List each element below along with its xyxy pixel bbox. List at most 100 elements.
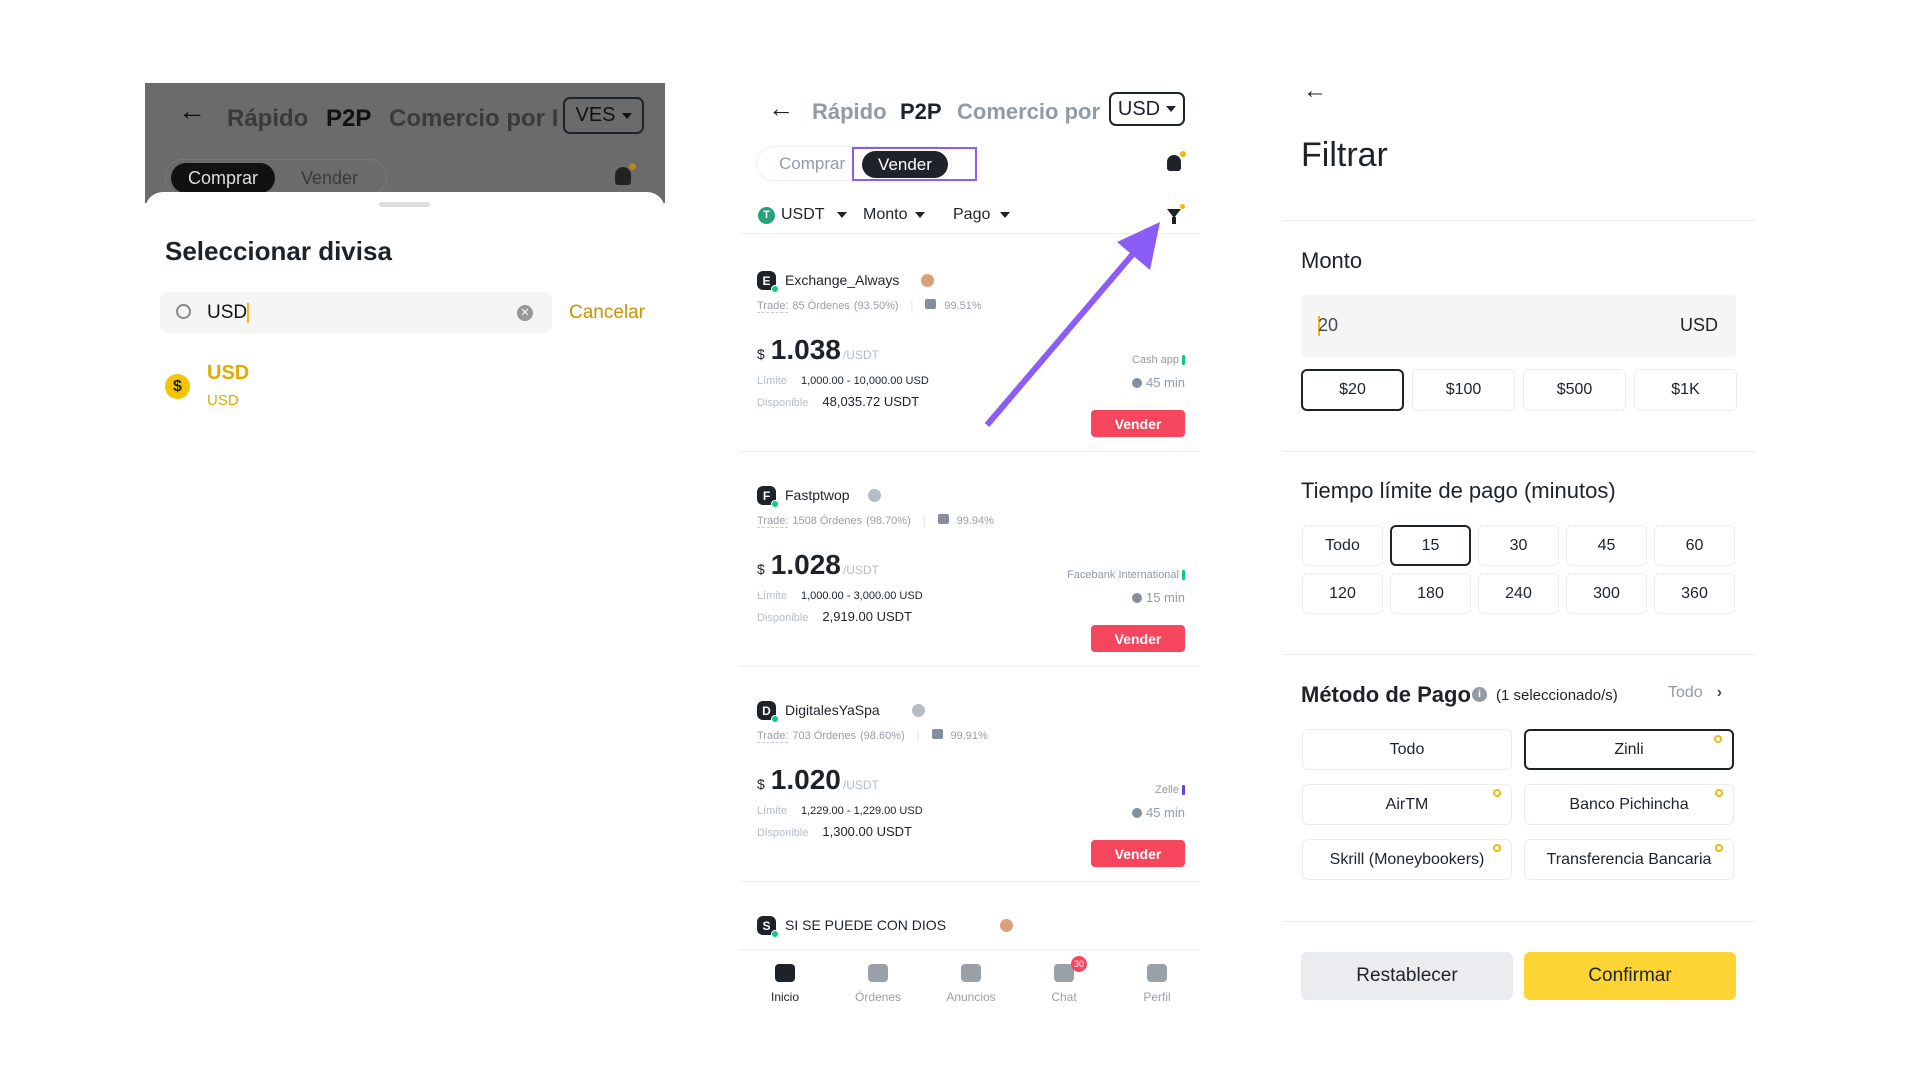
order-count: 703 Órdenes (792, 730, 856, 742)
currency-selector[interactable]: VES (563, 97, 644, 134)
trade-label: Trade: (757, 730, 789, 743)
payment-option-label: Zinli (1614, 740, 1644, 758)
back-arrow-icon[interactable]: ← (768, 93, 794, 123)
reset-button[interactable]: Restablecer (1301, 952, 1513, 1000)
back-arrow-icon[interactable]: ← (1303, 77, 1327, 104)
toggle-vender[interactable]: Vender (301, 168, 359, 188)
time-option-chip[interactable]: 15 (1390, 525, 1471, 566)
amount-title: Monto (1301, 248, 1363, 273)
toggle-comprar[interactable]: Comprar (779, 154, 846, 173)
tab-p2p[interactable]: P2P (326, 105, 372, 132)
tab-p2p[interactable]: P2P (900, 99, 942, 124)
time-option-chip[interactable]: 30 (1478, 525, 1559, 566)
price-value: 1.038 (770, 334, 841, 365)
completion-rate: (93.50%) (853, 300, 899, 312)
time-option-chip[interactable]: Todo (1302, 525, 1383, 566)
amount-preset-chip[interactable]: $100 (1412, 369, 1515, 411)
sell-button[interactable]: Vender (1091, 625, 1185, 652)
nav-item-ordenes[interactable]: Órdenes (843, 958, 913, 1014)
toggle-comprar[interactable]: Comprar (171, 163, 275, 193)
dimmed-header: ← Rápido P2P Comercio por I VES Comprar … (145, 83, 665, 203)
available-row: Disponible 1,300.00 USDT (757, 824, 912, 839)
merchant-name[interactable]: Exchange_Always (785, 272, 900, 288)
search-value: USD (207, 302, 250, 323)
time-option-chip[interactable]: 180 (1390, 573, 1471, 614)
amount-input[interactable]: 20 USD (1301, 295, 1736, 357)
tab-comercio[interactable]: Comercio por I (389, 105, 559, 132)
cancel-button[interactable]: Cancelar (569, 302, 646, 323)
merchant-name[interactable]: Fastptwop (785, 487, 850, 503)
nav-item-anuncios[interactable]: Anuncios (936, 958, 1006, 1014)
p2p-sell-screen: ← Rápido P2P Comercio por USD Comprar Ve… (740, 83, 1200, 1018)
merchant-name[interactable]: SI SE PUEDE CON DIOS (785, 917, 947, 933)
payment-label: Pago (953, 206, 991, 223)
currency-symbol: $ (757, 346, 765, 362)
separator: | (922, 515, 926, 527)
sell-button[interactable]: Vender (1091, 410, 1185, 437)
payment-filter[interactable]: Pago (953, 206, 1011, 224)
caret-down-icon (1166, 106, 1177, 112)
limit-label: Límite (757, 375, 787, 387)
currency-symbol: $ (757, 561, 765, 577)
amount-value: 20 (1318, 315, 1339, 335)
buy-sell-toggle: Comprar Vender (165, 159, 387, 195)
filter-funnel-icon[interactable] (1167, 204, 1185, 224)
chevron-right-icon: › (1716, 684, 1723, 701)
time-option-chip[interactable]: 240 (1478, 573, 1559, 614)
nav-item-chat[interactable]: 30 Chat (1029, 956, 1099, 1014)
amount-preset-chip[interactable]: $1K (1634, 369, 1737, 411)
nav-item-inicio[interactable]: Inicio (750, 958, 820, 1014)
merchant-name[interactable]: DigitalesYaSpa (785, 702, 880, 718)
avatar-initial: E (762, 273, 771, 288)
clear-icon[interactable]: ✕ (517, 305, 533, 321)
tab-rapido[interactable]: Rápido (812, 99, 887, 124)
text-cursor (1318, 316, 1320, 336)
info-icon[interactable]: i (1472, 687, 1487, 702)
amount-filter[interactable]: Monto (863, 206, 926, 224)
payment-option-chip[interactable]: AirTM (1302, 784, 1512, 825)
available-value: 1,300.00 USDT (822, 824, 912, 839)
time-option-chip[interactable]: 360 (1654, 573, 1735, 614)
time-value: 45 min (1145, 805, 1185, 820)
fiat-selector[interactable]: USD (1109, 92, 1185, 126)
time-option-chip[interactable]: 300 (1566, 573, 1647, 614)
ad-card: E Exchange_Always Trade: 85 Órdenes (93.50%)… (740, 271, 1200, 486)
sheet-drag-handle[interactable] (379, 202, 430, 207)
confirm-button[interactable]: Confirmar (1524, 952, 1736, 1000)
payment-option-chip[interactable]: Banco Pichincha (1524, 784, 1734, 825)
notification-bell-icon[interactable] (615, 163, 636, 185)
profile-icon (1147, 964, 1167, 982)
dollar-coin-icon: $ (165, 374, 190, 399)
amount-preset-chip[interactable]: $20 (1301, 369, 1404, 411)
nav-label: Órdenes (854, 990, 902, 1004)
limit-row: Límite 1,229.00 - 1,229.00 USD (757, 805, 923, 817)
tab-rapido[interactable]: Rápido (227, 105, 309, 132)
thumbs-up-icon (925, 299, 937, 309)
all-methods-link[interactable]: Todo › (1668, 684, 1723, 701)
notification-bell-icon[interactable] (1167, 151, 1186, 171)
time-value: 45 min (1145, 375, 1185, 390)
time-option-chip[interactable]: 45 (1566, 525, 1647, 566)
time-option-chip[interactable]: 120 (1302, 573, 1383, 614)
available-label: Disponible (757, 397, 809, 409)
avatar-initial: S (762, 918, 771, 933)
time-option-chip[interactable]: 60 (1654, 525, 1735, 566)
amount-preset-chip[interactable]: $500 (1523, 369, 1626, 411)
nav-item-perfil[interactable]: Perfil (1122, 958, 1192, 1014)
trade-stats: Trade: 1508 Órdenes (98.70%) | 99.94% (757, 514, 994, 528)
payment-option-chip[interactable]: Transferencia Bancaria (1524, 839, 1734, 880)
currency-result-usd[interactable]: $ USD USD (165, 362, 365, 417)
new-dot-icon (1714, 735, 1722, 743)
back-arrow-icon[interactable]: ← (178, 95, 206, 126)
payment-option-chip[interactable]: Zinli (1524, 729, 1734, 770)
currency-search-input[interactable]: USD ✕ (160, 292, 552, 333)
divider (740, 881, 1200, 882)
toggle-vender[interactable]: Vender (862, 151, 948, 178)
asset-filter[interactable]: T USDT (758, 206, 847, 224)
tab-comercio[interactable]: Comercio por (957, 99, 1101, 124)
completion-rate: (98.70%) (866, 515, 911, 527)
payment-option-chip[interactable]: Todo (1302, 729, 1512, 770)
sell-button[interactable]: Vender (1091, 840, 1185, 867)
trade-label: Trade: (757, 515, 789, 528)
payment-option-chip[interactable]: Skrill (Moneybookers) (1302, 839, 1512, 880)
